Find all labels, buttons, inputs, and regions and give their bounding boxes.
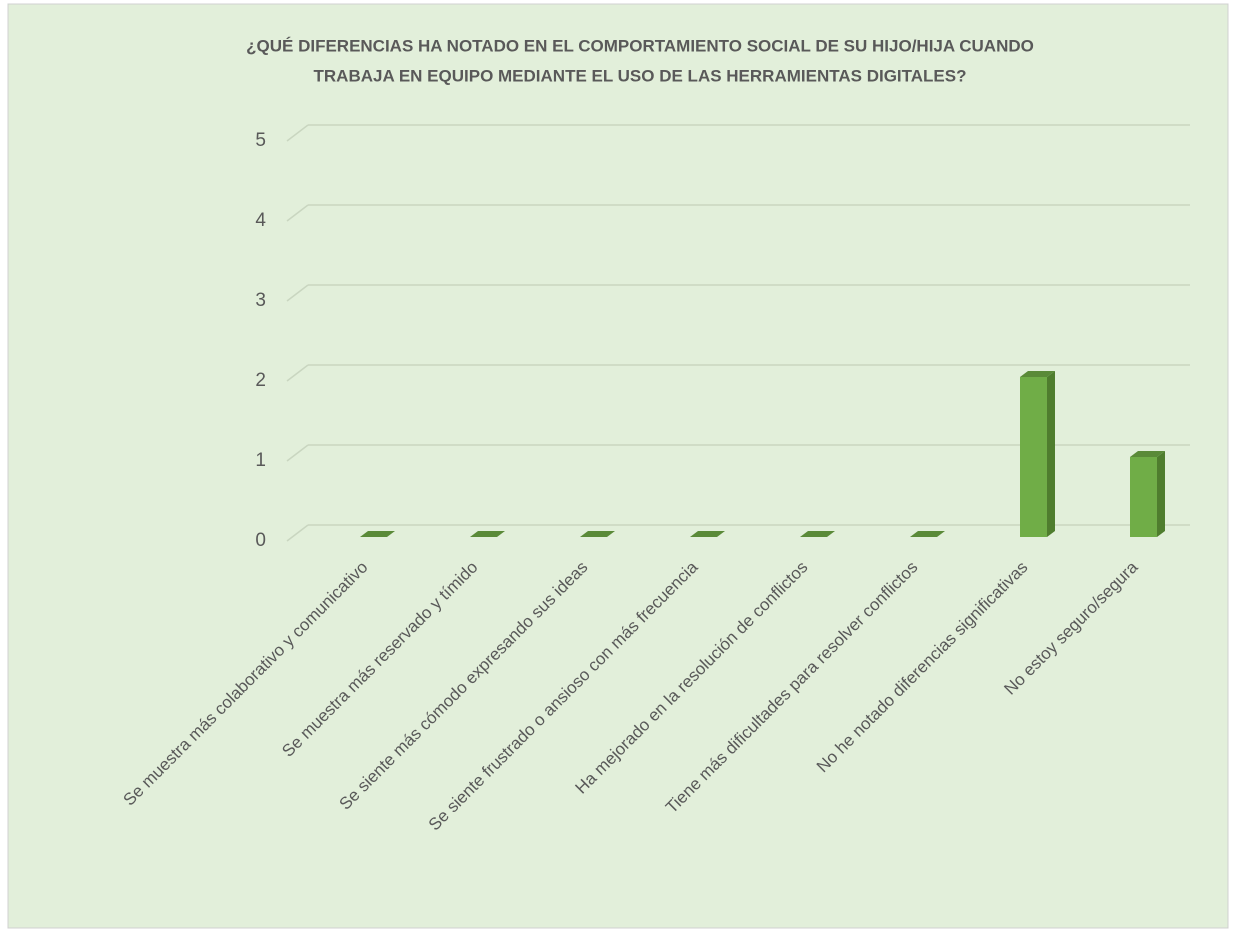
grid-line bbox=[286, 444, 309, 462]
bar-top bbox=[690, 531, 725, 537]
bar-top bbox=[910, 531, 945, 537]
bar bbox=[910, 531, 945, 537]
bar bbox=[800, 531, 835, 537]
bar-front bbox=[1130, 457, 1157, 537]
bar-top bbox=[470, 531, 505, 537]
bar-side bbox=[1157, 451, 1165, 537]
chart-title: TRABAJA EN EQUIPO MEDIANTE EL USO DE LAS… bbox=[314, 66, 967, 85]
y-tick-label: 4 bbox=[255, 210, 266, 231]
grid-line bbox=[286, 524, 309, 542]
grid-line bbox=[286, 364, 309, 382]
bar-top bbox=[1130, 451, 1165, 457]
bar bbox=[360, 531, 395, 537]
bar bbox=[690, 531, 725, 537]
bar-top bbox=[1020, 371, 1055, 377]
bar-front bbox=[1020, 377, 1047, 537]
bar bbox=[1130, 451, 1165, 537]
bar bbox=[1020, 371, 1055, 537]
bar bbox=[580, 531, 615, 537]
y-tick-label: 2 bbox=[255, 370, 266, 391]
y-tick-label: 5 bbox=[255, 130, 266, 151]
grid-line bbox=[286, 124, 309, 142]
bar-top bbox=[360, 531, 395, 537]
bar-top bbox=[580, 531, 615, 537]
grid-line bbox=[286, 284, 309, 302]
chart-title: ¿QUÉ DIFERENCIAS HA NOTADO EN EL COMPORT… bbox=[246, 36, 1034, 55]
grid-line bbox=[286, 204, 309, 222]
bar-side bbox=[1047, 371, 1055, 537]
y-tick-label: 3 bbox=[255, 290, 266, 311]
y-tick-label: 1 bbox=[255, 450, 266, 471]
bar-top bbox=[800, 531, 835, 537]
y-tick-label: 0 bbox=[255, 530, 266, 551]
bar bbox=[470, 531, 505, 537]
